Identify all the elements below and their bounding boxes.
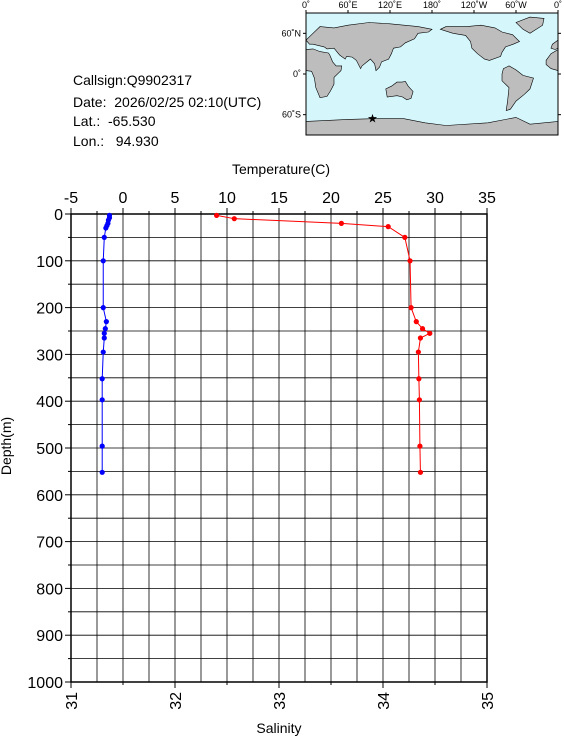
temperature-profile-line (216, 214, 431, 473)
salinity-data-point (103, 225, 109, 231)
salinity-tick-label: 32 (168, 692, 185, 710)
map-ticks (303, 10, 561, 116)
south-america-landmass (501, 65, 534, 112)
depth-tick-label: 300 (36, 347, 63, 364)
depth-tick-label: 1000 (27, 675, 63, 692)
salinity-data-point (99, 376, 105, 382)
temperature-data-point (417, 335, 424, 341)
temperature-data-point (214, 212, 220, 219)
latitude-text: Lat.: -65.530 (73, 113, 156, 129)
map-longitude-label: 120˚E (378, 0, 402, 10)
temperature-data-point (417, 469, 424, 475)
salinity-data-point (99, 397, 105, 403)
date-text: Date: 2026/02/25 02:10(UTC) (73, 94, 262, 110)
eurasia-landmass (305, 22, 433, 72)
map-longitude-label: 60˚W (505, 0, 527, 10)
temperature-axis-title: Temperature(C) (232, 161, 330, 177)
depth-tick-label: 100 (36, 254, 63, 271)
map-latitude-label: 60˚S (282, 110, 301, 120)
temperature-data-point (416, 397, 422, 403)
salinity-data-point (102, 326, 108, 332)
temperature-data-point (415, 349, 421, 355)
temperature-data-point (413, 319, 419, 325)
salinity-data-point (101, 335, 107, 341)
salinity-tick-label: 33 (272, 692, 289, 710)
map-latitude-label: 0˚ (293, 69, 301, 79)
salinity-data-point (100, 349, 106, 355)
map-longitude-label: 60˚E (338, 0, 357, 10)
temperature-tick-label: 20 (322, 190, 340, 207)
temperature-tick-label: 30 (426, 190, 444, 207)
temperature-data-point (407, 258, 413, 264)
north-america-landmass (439, 24, 521, 61)
temperature-data-point (231, 216, 237, 222)
depth-tick-label: 800 (36, 581, 63, 598)
location-map: 0˚ 60˚E 120˚E 180˚ 120˚W 60˚W 0˚ 60˚N 0˚ 60˚S ★ (281, 0, 562, 136)
salinity-tick-label: 31 (64, 692, 81, 710)
salinity-axis-title: Salinity (256, 720, 301, 736)
salinity-data-point (99, 469, 105, 475)
temperature-data-point (408, 305, 414, 311)
salinity-data-point (100, 258, 106, 264)
temperature-data-point (427, 330, 433, 336)
temperature-data-point (419, 326, 426, 332)
temperature-tick-label: 25 (374, 190, 392, 207)
map-longitude-label: 0˚ (554, 0, 562, 10)
temperature-data-point (402, 234, 408, 240)
temperature-data-point (416, 376, 422, 382)
salinity-data-point (100, 305, 106, 311)
salinity-tick-label: 34 (376, 692, 393, 710)
map-longitude-label: 120˚W (461, 0, 488, 10)
longitude-text: Lon.: 94.930 (73, 133, 159, 149)
map-longitude-label: 0˚ (302, 0, 310, 10)
temperature-tick-label: 35 (478, 190, 496, 207)
depth-tick-label: 700 (36, 535, 63, 552)
depth-axis-title: Depth(m) (0, 417, 14, 475)
map-longitude-label: 180˚ (423, 0, 441, 10)
callsign-text: Callsign:Q9902317 (73, 72, 193, 88)
temperature-tick-label: 10 (218, 190, 236, 207)
salinity-data-point (99, 443, 105, 449)
map-labels: 0˚ 60˚E 120˚E 180˚ 120˚W 60˚W 0˚ 60˚N 0˚ 60˚S (281, 0, 562, 120)
temperature-tick-label: -5 (64, 190, 78, 207)
map-latitude-label: 60˚N (281, 28, 301, 38)
salinity-tick-label: 35 (480, 692, 497, 710)
salinity-data-point (101, 234, 107, 240)
depth-tick-label: 0 (54, 207, 63, 224)
greenland-landmass (515, 16, 545, 34)
depth-tick-label: 500 (36, 441, 63, 458)
depth-tick-label: 400 (36, 394, 63, 411)
salinity-data-point (101, 330, 107, 336)
depth-tick-label: 200 (36, 301, 63, 318)
australia-landmass (385, 81, 414, 101)
temperature-tick-label: 15 (270, 190, 288, 207)
depth-tick-label: 900 (36, 628, 63, 645)
temperature-data-point (338, 220, 344, 226)
station-marker: ★ (367, 111, 378, 125)
temperature-data-point (385, 224, 391, 230)
temperature-data-point (417, 443, 423, 449)
temperature-tick-label: 5 (171, 190, 180, 207)
salinity-data-point (103, 319, 109, 325)
africa-landmass (305, 48, 343, 99)
temperature-tick-label: 0 (119, 190, 128, 207)
depth-tick-label: 600 (36, 488, 63, 505)
salinity-profile-line (101, 215, 110, 473)
